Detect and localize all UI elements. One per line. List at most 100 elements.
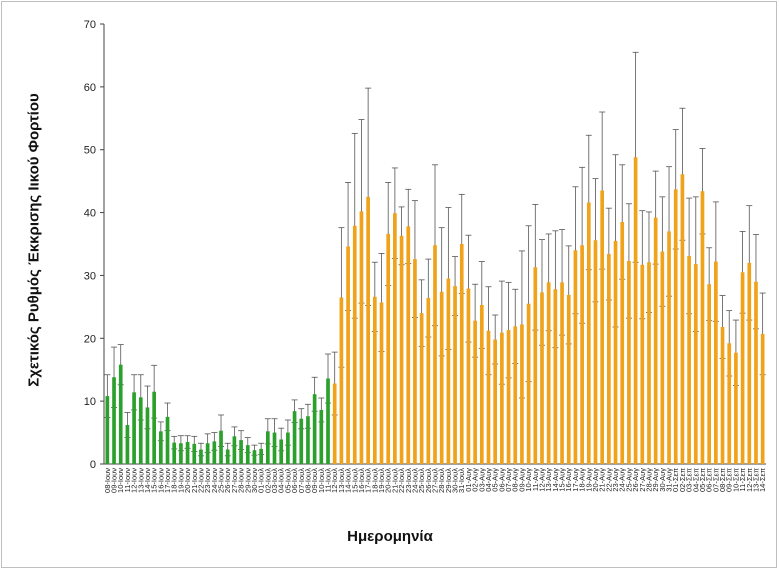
bar — [600, 190, 605, 465]
x-tick-label: 20-Ιουν — [183, 468, 192, 493]
bar — [720, 326, 725, 464]
x-tick-label: 23-Αυγ — [611, 468, 620, 492]
x-axis-title: Ημερομηνία — [347, 528, 433, 545]
x-tick-label: 31-Αυγ — [665, 468, 674, 492]
x-tick-label: 02-Σεπ — [678, 468, 687, 492]
x-tick-label: 27-Ιουν — [230, 468, 239, 493]
bar — [693, 264, 698, 464]
x-tick-label: 06-Σεπ — [705, 468, 714, 492]
bar — [727, 343, 732, 464]
bar — [573, 250, 578, 464]
bar — [292, 411, 297, 464]
x-tick-label: 09-Ιουλ — [310, 468, 319, 493]
x-tick-label: 10-Ιουλ — [317, 468, 326, 493]
bar — [479, 304, 484, 464]
x-tick-label: 05-Αυγ — [491, 468, 500, 492]
x-tick-label: 30-Ιουν — [250, 468, 259, 493]
bar — [152, 391, 156, 464]
x-tick-label: 08-Ιουν — [103, 468, 112, 493]
x-tick-label: 12-Αυγ — [537, 468, 546, 492]
bar — [259, 448, 263, 464]
x-tick-label: 28-Ιουλ — [437, 468, 446, 493]
bar — [386, 233, 391, 464]
bar — [413, 259, 417, 464]
x-tick-label: 02-Αυγ — [471, 468, 480, 492]
bar — [653, 217, 658, 464]
x-tick-label: 17-Αυγ — [571, 468, 580, 492]
bar — [734, 352, 738, 464]
bar — [680, 174, 685, 464]
x-tick-label: 18-Ιουν — [170, 468, 179, 493]
bar — [312, 394, 317, 464]
bar — [673, 189, 678, 465]
x-tick-label: 11-Ιουν — [123, 468, 132, 493]
x-tick-label: 07-Ιουλ — [297, 468, 306, 493]
x-tick-label: 24-Ιουλ — [410, 468, 419, 493]
bar — [607, 254, 611, 464]
bar — [419, 313, 424, 464]
x-tick-label: 15-Αυγ — [558, 468, 567, 492]
bar — [372, 296, 377, 464]
x-tick-label: 19-Αυγ — [584, 468, 593, 492]
bar — [252, 450, 257, 464]
bar — [540, 292, 544, 464]
x-tick-label: 22-Ιουλ — [397, 468, 406, 493]
x-tick-label: 12-Σεπ — [745, 468, 754, 492]
bar — [453, 286, 457, 464]
x-tick-label: 16-Ιουν — [156, 468, 165, 493]
x-tick-label: 07-Σεπ — [711, 468, 720, 492]
bar — [667, 231, 671, 464]
x-tick-label: 22-Αυγ — [604, 468, 613, 492]
bar — [620, 222, 625, 464]
x-tick-label: 24-Αυγ — [618, 468, 627, 492]
x-tick-label: 29-Ιουλ — [444, 468, 453, 493]
bar — [473, 320, 477, 464]
bar — [212, 441, 217, 464]
bar — [145, 407, 150, 464]
bar — [319, 409, 324, 464]
x-tick-label: 26-Ιουλ — [424, 468, 433, 493]
x-tick-label: 27-Ιουλ — [431, 468, 440, 493]
x-tick-label: 25-Ιουν — [217, 468, 226, 493]
x-tick-label: 11-Ιουλ — [324, 468, 333, 493]
bar — [366, 196, 370, 464]
y-tick-label: 40 — [84, 208, 96, 220]
x-tick-label: 24-Ιουν — [210, 468, 219, 493]
x-tick-label: 13-Ιουν — [136, 468, 145, 493]
x-tick-label: 13-Σεπ — [751, 468, 760, 492]
bar — [747, 262, 752, 464]
bar — [647, 262, 651, 464]
x-tick-label: 15-Ιουν — [150, 468, 159, 493]
x-tick-label: 21-Ιουλ — [390, 468, 399, 493]
bar — [446, 278, 451, 464]
bar — [754, 281, 758, 464]
x-tick-label: 28-Αυγ — [644, 468, 653, 492]
bar — [486, 330, 491, 464]
bar — [613, 240, 618, 464]
x-tick-label: 26-Αυγ — [631, 468, 640, 492]
x-tick-label: 23-Ιουν — [203, 468, 212, 493]
y-axis-title-wrap: Σχετικός Ρυθμός Έκκρισης Ιικού Φορτίου — [14, 60, 54, 420]
bar — [513, 326, 518, 464]
bar — [700, 191, 705, 464]
bar — [566, 294, 571, 464]
bar — [239, 440, 243, 464]
bar — [165, 416, 170, 464]
x-tick-label: 30-Αυγ — [658, 468, 667, 492]
x-tick-label: 06-Αυγ — [497, 468, 506, 492]
x-tick-label: 08-Ιουλ — [303, 468, 312, 493]
bar — [707, 284, 712, 464]
x-tick-label: 13-Αυγ — [544, 468, 553, 492]
bar — [205, 443, 210, 464]
x-tick-label: 21-Ιουν — [190, 468, 199, 493]
x-tick-label: 25-Αυγ — [624, 468, 633, 492]
x-tick-label: 08-Αυγ — [511, 468, 520, 492]
x-tick-label: 14-Σεπ — [758, 468, 767, 492]
bar — [560, 282, 564, 464]
bar — [232, 436, 237, 464]
bars — [105, 157, 765, 465]
bar — [112, 377, 116, 464]
bar — [760, 333, 765, 464]
x-tick-label: 04-Σεπ — [691, 468, 700, 492]
